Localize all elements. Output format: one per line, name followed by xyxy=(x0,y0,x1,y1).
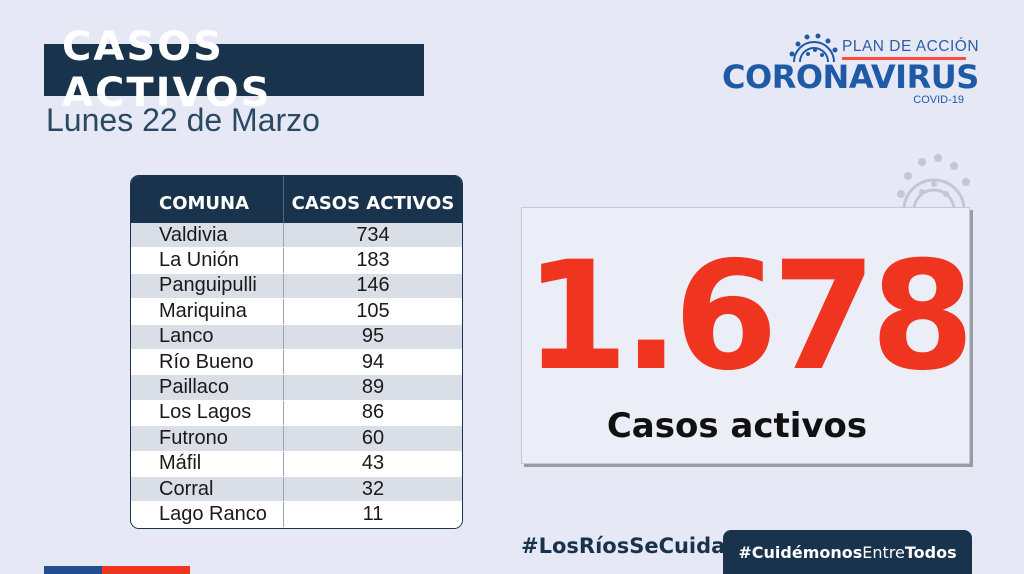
table-row: Máfil 43 xyxy=(131,451,462,477)
footer-bar-red xyxy=(102,566,190,574)
cell-casos: 105 xyxy=(283,299,462,324)
hashtag-part-suffix: Todos xyxy=(904,542,957,562)
cases-table: COMUNA CASOS ACTIVOS Valdivia 734 La Unió… xyxy=(130,175,463,529)
cell-casos: 94 xyxy=(283,349,462,375)
plan-logo: PLAN DE ACCIÓN CORONAVIRUS COVID-19 xyxy=(718,32,979,112)
cell-comuna: La Unión xyxy=(159,249,240,272)
cell-casos: 60 xyxy=(283,426,462,451)
hashtag-cuidemonos: #Cuidémonos Entre Todos xyxy=(723,530,972,574)
logo-sub-text: COVID-19 xyxy=(913,94,964,106)
total-card: 1.678 Casos activos xyxy=(521,207,975,464)
logo-divider xyxy=(842,57,966,60)
virus-icon xyxy=(789,33,838,62)
hashtag-part-middle: Entre xyxy=(862,542,905,562)
header-comuna: COMUNA xyxy=(159,193,250,214)
table-row: Futrono 60 xyxy=(131,426,462,452)
cell-casos: 95 xyxy=(283,324,462,349)
logo-brand-text: CORONAVIRUS xyxy=(722,58,979,96)
cell-comuna: Los Lagos xyxy=(159,401,252,424)
total-label: Casos activos xyxy=(606,406,868,446)
table-row: Paillaco 89 xyxy=(131,375,462,401)
header-casos: CASOS ACTIVOS xyxy=(283,176,462,223)
date-subtitle: Lunes 22 de Marzo xyxy=(46,102,320,138)
table-row: Río Bueno 94 xyxy=(131,349,462,376)
table-header: COMUNA CASOS ACTIVOS xyxy=(131,176,462,223)
footer-bar-blue xyxy=(44,566,102,574)
virus-icon xyxy=(897,154,970,210)
hashtag-losrios: #LosRíosSeCuida xyxy=(521,534,726,558)
hashtag-part-prefix: #Cuidémonos xyxy=(738,542,863,562)
cell-casos: 734 xyxy=(283,223,462,248)
cell-comuna: Máfil xyxy=(159,452,202,475)
table-row: La Unión 183 xyxy=(131,248,462,274)
page-title: CASOS ACTIVOS xyxy=(44,24,424,116)
cell-casos: 86 xyxy=(283,400,462,426)
table-body: Valdivia 734 La Unión 183 Panguipulli 146 M… xyxy=(131,223,462,528)
cell-comuna: Corral xyxy=(159,477,214,500)
table-row: Lanco 95 xyxy=(131,324,462,350)
table-row: Corral 32 xyxy=(131,476,462,503)
logo-plan-text: PLAN DE ACCIÓN xyxy=(842,38,980,55)
cell-casos: 43 xyxy=(283,451,462,476)
cell-comuna: Paillaco xyxy=(159,376,230,399)
cell-comuna: Panguipulli xyxy=(159,274,257,297)
cell-casos: 89 xyxy=(283,375,462,400)
cell-casos: 11 xyxy=(283,502,462,527)
cell-comuna: Lago Ranco xyxy=(159,502,267,525)
cell-comuna: Río Bueno xyxy=(159,350,254,373)
cell-comuna: Valdivia xyxy=(159,223,228,246)
table-row: Mariquina 105 xyxy=(131,299,462,325)
page-title-text: CASOS ACTIVOS xyxy=(62,24,272,116)
cell-casos: 183 xyxy=(283,248,462,273)
table-row: Panguipulli 146 xyxy=(131,273,462,300)
cell-casos: 32 xyxy=(283,476,462,502)
cell-comuna: Mariquina xyxy=(159,299,247,322)
table-row: Los Lagos 86 xyxy=(131,400,462,427)
total-value: 1.678 xyxy=(524,230,974,404)
cell-comuna: Futrono xyxy=(159,426,228,449)
cell-comuna: Lanco xyxy=(159,325,214,348)
table-row: Lago Ranco 11 xyxy=(131,502,462,528)
cell-casos: 146 xyxy=(283,273,462,299)
table-row: Valdivia 734 xyxy=(131,223,462,249)
